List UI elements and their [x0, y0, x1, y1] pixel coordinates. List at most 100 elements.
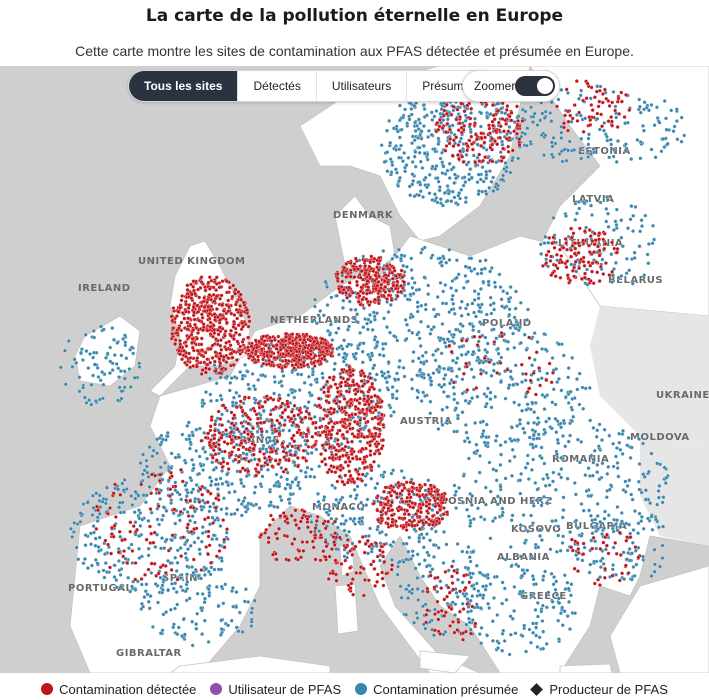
- site-dot[interactable]: [363, 263, 368, 268]
- site-dot[interactable]: [205, 456, 210, 461]
- site-dot[interactable]: [617, 440, 622, 445]
- site-dot[interactable]: [352, 419, 357, 424]
- site-dot[interactable]: [443, 373, 448, 377]
- site-dot[interactable]: [279, 465, 284, 470]
- site-dot[interactable]: [294, 353, 299, 358]
- site-dot[interactable]: [609, 142, 614, 147]
- site-dot[interactable]: [463, 423, 468, 427]
- site-dot[interactable]: [633, 204, 638, 209]
- site-dot[interactable]: [631, 229, 635, 234]
- site-dot[interactable]: [225, 408, 230, 413]
- site-dot[interactable]: [221, 496, 226, 501]
- site-dot[interactable]: [251, 384, 256, 388]
- site-dot[interactable]: [508, 545, 513, 549]
- site-dot[interactable]: [426, 128, 431, 133]
- site-dot[interactable]: [203, 284, 207, 289]
- site-dot[interactable]: [402, 374, 407, 379]
- site-dot[interactable]: [149, 570, 154, 575]
- site-dot[interactable]: [283, 418, 287, 423]
- site-dot[interactable]: [420, 374, 424, 379]
- site-dot[interactable]: [535, 436, 540, 441]
- site-dot[interactable]: [314, 321, 319, 326]
- site-dot[interactable]: [619, 218, 624, 223]
- site-dot[interactable]: [409, 256, 414, 261]
- site-dot[interactable]: [58, 365, 63, 370]
- site-dot[interactable]: [466, 545, 471, 549]
- site-dot[interactable]: [660, 556, 665, 561]
- site-dot[interactable]: [454, 288, 459, 293]
- site-dot[interactable]: [551, 135, 556, 140]
- site-dot[interactable]: [432, 192, 437, 197]
- site-dot[interactable]: [200, 498, 205, 503]
- site-dot[interactable]: [86, 366, 91, 371]
- site-dot[interactable]: [563, 587, 568, 592]
- site-dot[interactable]: [543, 569, 548, 574]
- site-dot[interactable]: [82, 395, 87, 400]
- site-dot[interactable]: [374, 372, 379, 377]
- site-dot[interactable]: [264, 447, 269, 452]
- site-dot[interactable]: [363, 483, 368, 487]
- site-dot[interactable]: [468, 520, 473, 525]
- site-dot[interactable]: [238, 304, 243, 308]
- site-dot[interactable]: [656, 489, 661, 493]
- site-dot[interactable]: [252, 457, 257, 462]
- site-dot[interactable]: [218, 338, 223, 343]
- site-dot[interactable]: [428, 331, 433, 336]
- site-dot[interactable]: [320, 375, 325, 380]
- site-dot[interactable]: [394, 283, 399, 288]
- site-dot[interactable]: [598, 575, 603, 580]
- site-dot[interactable]: [336, 500, 341, 505]
- site-dot[interactable]: [611, 273, 616, 278]
- site-dot[interactable]: [550, 356, 555, 360]
- site-dot[interactable]: [239, 502, 244, 507]
- site-dot[interactable]: [597, 422, 602, 427]
- site-dot[interactable]: [425, 550, 430, 555]
- site-dot[interactable]: [175, 632, 180, 637]
- site-dot[interactable]: [423, 307, 428, 312]
- site-dot[interactable]: [508, 614, 513, 619]
- site-dot[interactable]: [542, 332, 547, 336]
- site-dot[interactable]: [403, 169, 408, 174]
- site-dot[interactable]: [219, 367, 224, 372]
- site-dot[interactable]: [394, 396, 399, 401]
- site-dot[interactable]: [450, 279, 455, 283]
- site-dot[interactable]: [641, 526, 646, 531]
- site-dot[interactable]: [455, 401, 460, 405]
- site-dot[interactable]: [240, 376, 245, 381]
- site-dot[interactable]: [556, 524, 561, 529]
- site-dot[interactable]: [561, 434, 565, 438]
- site-dot[interactable]: [122, 510, 127, 515]
- site-dot[interactable]: [627, 478, 632, 483]
- site-dot[interactable]: [304, 474, 308, 479]
- site-dot[interactable]: [648, 501, 653, 506]
- site-dot[interactable]: [341, 305, 345, 310]
- site-dot[interactable]: [613, 454, 618, 459]
- site-dot[interactable]: [441, 561, 446, 565]
- site-dot[interactable]: [227, 285, 232, 290]
- site-dot[interactable]: [447, 381, 452, 386]
- site-dot[interactable]: [153, 582, 158, 586]
- site-dot[interactable]: [592, 448, 597, 453]
- site-dot[interactable]: [89, 402, 94, 407]
- site-dot[interactable]: [522, 332, 527, 337]
- site-dot[interactable]: [538, 118, 543, 123]
- site-dot[interactable]: [518, 589, 523, 594]
- site-dot[interactable]: [327, 508, 332, 513]
- site-dot[interactable]: [216, 567, 221, 572]
- site-dot[interactable]: [224, 432, 229, 437]
- site-dot[interactable]: [180, 311, 185, 315]
- site-dot[interactable]: [183, 354, 188, 359]
- site-dot[interactable]: [242, 599, 247, 604]
- site-dot[interactable]: [652, 569, 657, 574]
- site-dot[interactable]: [382, 316, 386, 321]
- site-dot[interactable]: [160, 628, 165, 633]
- site-dot[interactable]: [503, 160, 508, 165]
- site-dot[interactable]: [633, 548, 638, 553]
- site-dot[interactable]: [368, 443, 373, 448]
- site-dot[interactable]: [570, 407, 575, 412]
- site-dot[interactable]: [272, 337, 277, 342]
- site-dot[interactable]: [246, 314, 251, 319]
- site-dot[interactable]: [395, 338, 400, 343]
- site-dot[interactable]: [484, 394, 489, 399]
- site-dot[interactable]: [329, 516, 334, 521]
